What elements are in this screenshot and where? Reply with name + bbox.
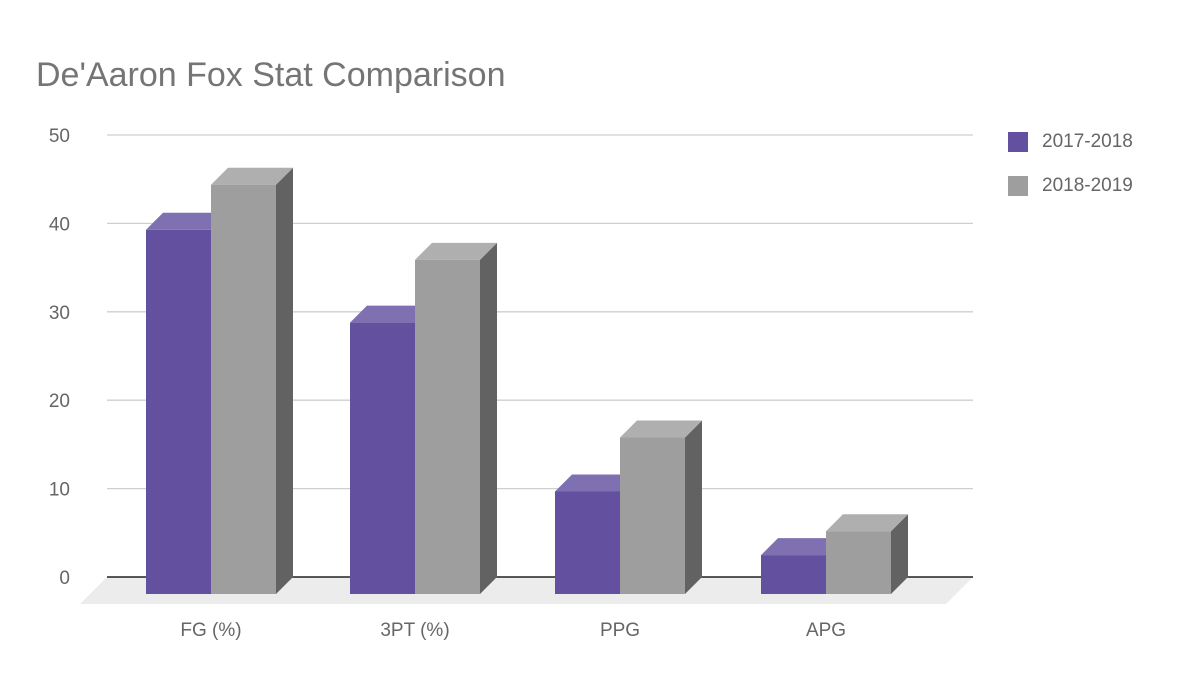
bar-top xyxy=(761,538,843,556)
bar-top xyxy=(146,212,228,230)
bar-top xyxy=(415,242,497,260)
legend: 2017-2018 2018-2019 xyxy=(1008,120,1133,208)
y-tick-label: 20 xyxy=(49,391,70,412)
legend-item: 2018-2019 xyxy=(1008,164,1133,208)
y-tick-label: 30 xyxy=(49,303,70,324)
bar xyxy=(620,437,685,594)
legend-item: 2017-2018 xyxy=(1008,120,1133,164)
bar xyxy=(211,184,276,594)
bar-side xyxy=(685,420,702,594)
bar-top xyxy=(350,305,432,323)
bar xyxy=(826,531,891,594)
bar-top xyxy=(620,420,702,438)
x-tick-label: FG (%) xyxy=(180,620,241,641)
y-tick-label: 50 xyxy=(49,126,70,147)
bar xyxy=(555,491,620,594)
legend-label-series-2: 2018-2019 xyxy=(1042,175,1133,196)
chart-title: De'Aaron Fox Stat Comparison xyxy=(36,56,506,94)
bar-side xyxy=(891,514,908,594)
bar-top xyxy=(826,514,908,532)
y-tick-label: 10 xyxy=(49,480,70,501)
bar-side xyxy=(480,242,497,594)
legend-label-series-1: 2017-2018 xyxy=(1042,131,1133,152)
x-tick-label: PPG xyxy=(600,620,640,641)
bar xyxy=(350,322,415,594)
y-tick-label: 40 xyxy=(49,214,70,235)
x-tick-label: APG xyxy=(806,620,846,641)
bar xyxy=(146,229,211,595)
x-tick-label: 3PT (%) xyxy=(380,620,449,641)
chart-floor xyxy=(80,577,973,604)
bar-side xyxy=(276,167,293,594)
bar xyxy=(415,259,480,594)
legend-swatch-series-2 xyxy=(1008,176,1028,196)
legend-swatch-series-1 xyxy=(1008,132,1028,152)
y-tick-label: 0 xyxy=(59,568,70,589)
bar-top xyxy=(211,167,293,185)
bar xyxy=(761,555,826,594)
bar-top xyxy=(555,474,637,492)
